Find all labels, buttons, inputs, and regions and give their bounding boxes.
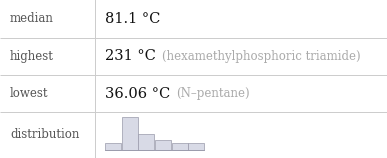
Bar [155,140,171,150]
Text: (hexamethylphosphoric triamide): (hexamethylphosphoric triamide) [162,50,361,63]
Text: distribution: distribution [10,128,79,142]
Text: (N–pentane): (N–pentane) [176,87,250,100]
Text: 81.1 °C: 81.1 °C [105,12,160,26]
Text: 231 °C: 231 °C [105,49,156,64]
Text: lowest: lowest [10,87,48,100]
Bar [188,143,204,150]
Bar [122,117,137,150]
Bar [105,143,121,150]
Text: 36.06 °C: 36.06 °C [105,86,170,100]
Bar [138,134,154,150]
Text: highest: highest [10,50,54,63]
Bar [172,143,188,150]
Text: median: median [10,12,54,25]
